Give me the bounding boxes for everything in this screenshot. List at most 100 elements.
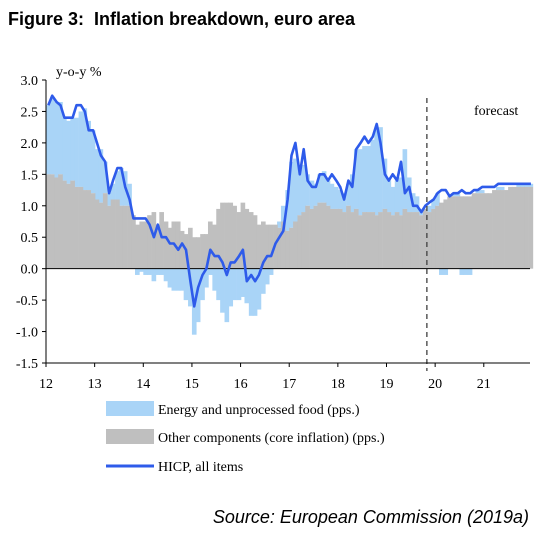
energy-bar [293,158,298,222]
energy-bar [463,268,468,275]
core-bar [386,212,392,269]
core-bar [451,196,456,269]
energy-bar [313,183,319,206]
core-bar [70,180,75,269]
core-bar [163,221,169,269]
energy-bar [58,102,63,175]
core-bar [66,183,72,269]
core-bar [524,186,529,269]
core-bar [341,212,347,269]
energy-bar [46,105,51,175]
x-tick-label: 19 [380,377,394,392]
core-bar [78,186,84,269]
core-bar [280,221,286,269]
energy-bar [118,168,124,206]
energy-bar [167,268,173,288]
x-tick-label: 13 [88,377,102,392]
energy-bar [346,183,351,206]
y-ticks: 3.0 2.5 2.0 1.5 1.0 0.5 0.0 -0.5 -1.0 -1.5 [16,74,46,372]
energy-bar [139,268,145,272]
energy-bar [475,190,481,194]
core-bar [155,224,161,269]
core-bar [224,202,230,269]
core-bar [289,227,294,269]
core-bar [110,199,116,269]
energy-bar [151,268,157,282]
core-bar [410,212,416,269]
core-bar [207,221,213,269]
energy-bar [499,186,505,191]
energy-bar [135,268,140,275]
energy-bar [350,174,355,213]
core-bar [419,215,424,269]
energy-bar [54,102,59,178]
y-tick-label: 1.0 [21,200,39,215]
core-bar [337,208,343,269]
energy-bar [528,183,534,187]
energy-bar [285,190,290,231]
energy-bar [127,183,132,206]
energy-bar [261,268,266,294]
core-bar [175,221,181,269]
energy-bar [414,196,420,213]
core-bar [435,205,440,269]
core-bar [426,212,432,269]
core-bar [90,193,96,269]
core-bar [370,212,376,269]
energy-bar [390,186,396,216]
core-bar [212,224,217,269]
forecast-annotation: forecast [474,104,518,119]
core-bar [220,202,225,269]
energy-bar [155,268,161,275]
core-bar [191,237,197,269]
energy-bar [102,161,108,194]
core-bar [46,174,51,269]
core-bar [479,193,485,269]
energy-bar [110,183,116,200]
core-bar [483,193,489,269]
core-bar [98,202,104,269]
energy-bar [49,98,55,175]
core-bar [455,196,461,269]
x-tick-label: 14 [136,377,150,392]
energy-bar [516,183,522,187]
legend-label-core: Other components (core inflation) (pps.) [158,431,385,446]
energy-bar [325,180,331,206]
hicp-line [47,94,531,308]
energy-bar [301,164,307,213]
energy-bar [220,268,225,313]
core-bar [495,190,501,269]
core-bar [159,212,164,269]
figure-number: Figure 3: [8,9,85,29]
core-bar [301,212,307,269]
figure-title: Figure 3: Inflation breakdown, euro area [8,9,355,30]
core-bar [394,212,400,269]
energy-bar [106,193,112,206]
energy-bars [46,98,534,335]
energy-bar [435,193,440,206]
source-note: Source: European Commission (2019a) [212,507,529,527]
energy-bar [70,117,75,181]
core-bar [329,208,335,269]
y-tick-label: 2.0 [21,137,39,152]
core-bar [228,202,234,269]
energy-bar [86,120,92,191]
core-bar [285,230,290,269]
core-bar [94,199,100,269]
core-bar [268,224,274,269]
core-bar [487,193,493,269]
core-bar [86,190,92,269]
core-bar [147,215,152,269]
core-bar [313,205,319,269]
energy-bar [232,268,237,301]
core-bar [127,205,132,269]
core-bar [54,177,59,269]
core-bar [106,205,112,269]
energy-bar [479,190,485,194]
energy-bar [66,120,72,184]
core-bar [74,186,79,269]
core-bar [264,224,270,269]
core-bar [382,208,388,269]
core-bar [378,212,383,269]
core-bar [167,227,173,269]
